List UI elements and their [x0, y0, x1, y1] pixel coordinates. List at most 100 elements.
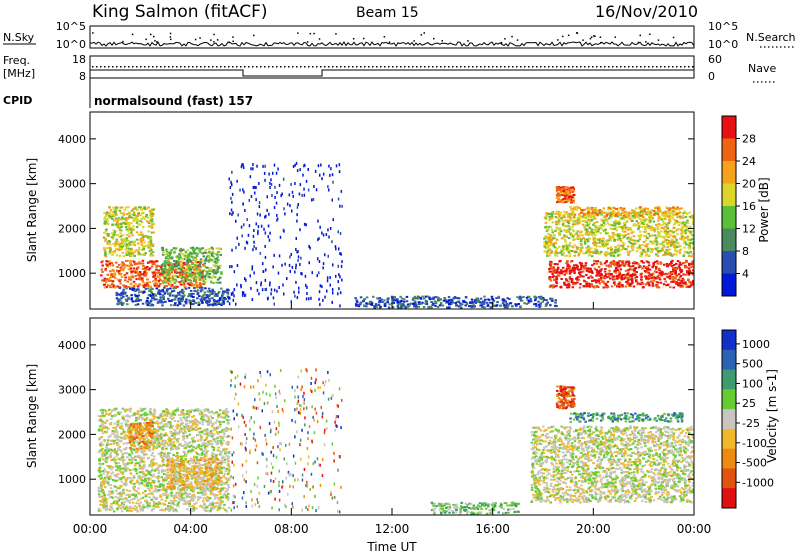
power-echo-cell [174, 287, 177, 289]
power-echo-cell [106, 264, 109, 267]
power-echo-cell [137, 223, 140, 226]
power-echo-cell [143, 245, 146, 248]
power-echo-cell [223, 290, 226, 293]
power-echo-cell [580, 266, 583, 269]
power-echo-cell [133, 218, 137, 221]
power-echo-cell [160, 299, 163, 302]
power-echo-cell [678, 284, 682, 287]
power-echo-cell [618, 214, 621, 216]
power-echo-cell [132, 280, 136, 283]
power-echo-cell [549, 236, 552, 239]
power-echo-cell [595, 245, 599, 248]
power-echo-cell [211, 297, 214, 300]
power-echo-cell [563, 210, 566, 213]
power-echo-cell [195, 269, 199, 272]
power-echo-cell [202, 278, 206, 281]
power-echo-cell [325, 233, 328, 236]
power-echo-cell [555, 196, 559, 199]
power-echo-cell [146, 216, 150, 219]
nave-dot [292, 66, 294, 68]
power-echo-cell [143, 284, 147, 287]
power-echo-cell [251, 265, 254, 269]
power-echo-cell [671, 212, 675, 215]
power-echo-cell [255, 247, 257, 251]
power-echo-cell [659, 217, 662, 219]
power-echo-cell [571, 266, 575, 269]
power-echo-cell [570, 196, 574, 198]
power-echo-cell [213, 276, 217, 279]
power-echo-cell [541, 296, 545, 299]
nsky-dot [383, 36, 386, 38]
power-echo-cell [635, 279, 638, 282]
power-echo-cell [672, 245, 676, 248]
power-echo-cell [196, 261, 200, 264]
power-echo-cell [487, 298, 491, 301]
power-echo-cell [106, 284, 110, 287]
power-echo-cell [611, 212, 614, 215]
power-echo-cell [123, 243, 126, 246]
power-echo-cell [638, 237, 642, 240]
power-echo-cell [212, 303, 215, 306]
power-echo-cell [564, 219, 567, 222]
power-echo-cell [645, 236, 649, 239]
power-echo-cell [611, 263, 614, 266]
power-echo-cell [614, 283, 617, 286]
power-echo-cell [555, 223, 558, 226]
power-echo-cell [628, 217, 632, 220]
power-echo-cell [676, 216, 679, 219]
power-echo-cell [161, 274, 165, 277]
power-echo-cell [534, 303, 538, 306]
power-echo-cell [549, 265, 553, 268]
power-echo-cell [246, 218, 248, 222]
power-echo-cell [666, 215, 669, 218]
nsky-line [89, 41, 695, 47]
power-echo-cell [614, 214, 618, 217]
power-echo-cell [172, 278, 175, 281]
power-echo-cell [329, 276, 331, 280]
power-echo-cell [208, 273, 212, 275]
power-echo-cell [578, 273, 582, 276]
power-echo-cell [656, 226, 659, 228]
power-echo-cell [231, 200, 233, 204]
power-echo-cell [588, 267, 591, 270]
power-echo-cell [155, 268, 158, 271]
power-echo-cell [594, 244, 597, 247]
date-title: 16/Nov/2010 [595, 2, 698, 21]
power-echo-cell [669, 263, 672, 265]
power-echo-cell [614, 248, 618, 251]
power-echo-cell [106, 260, 109, 263]
power-echo-cell [218, 297, 222, 300]
power-echo-cell [621, 227, 625, 230]
power-echo-cell [570, 250, 574, 252]
power-echo-cell [136, 295, 139, 297]
power-echo-cell [624, 230, 627, 233]
power-echo-cell [293, 290, 295, 294]
power-echo-cell [103, 231, 106, 234]
power-echo-cell [126, 217, 129, 220]
power-echo-cell [485, 301, 489, 304]
power-echo-cell [315, 188, 318, 192]
power-echo-cell [120, 218, 123, 221]
power-echo-cell [129, 254, 133, 257]
power-echo-cell [563, 248, 566, 251]
power-echo-cell [676, 260, 680, 262]
power-echo-cell [295, 266, 297, 270]
power-echo-cell [276, 213, 278, 217]
power-echo-cell [151, 287, 154, 290]
power-echo-cell [131, 240, 134, 243]
nave-dot [344, 66, 346, 68]
power-echo-cell [629, 236, 633, 239]
power-echo-cell [299, 263, 301, 266]
power-echo-cell [644, 235, 647, 237]
power-echo-cell [621, 234, 624, 237]
power-echo-cell [576, 246, 580, 249]
power-echo-cell [625, 220, 629, 222]
power-echo-cell [296, 219, 298, 223]
nave-dot [632, 66, 634, 68]
power-echo-cell [307, 168, 309, 171]
power-echo-cell [652, 272, 655, 275]
power-echo-cell [656, 250, 660, 253]
power-echo-cell [604, 219, 607, 222]
power-echo-cell [173, 263, 176, 266]
power-echo-cell [555, 284, 558, 287]
